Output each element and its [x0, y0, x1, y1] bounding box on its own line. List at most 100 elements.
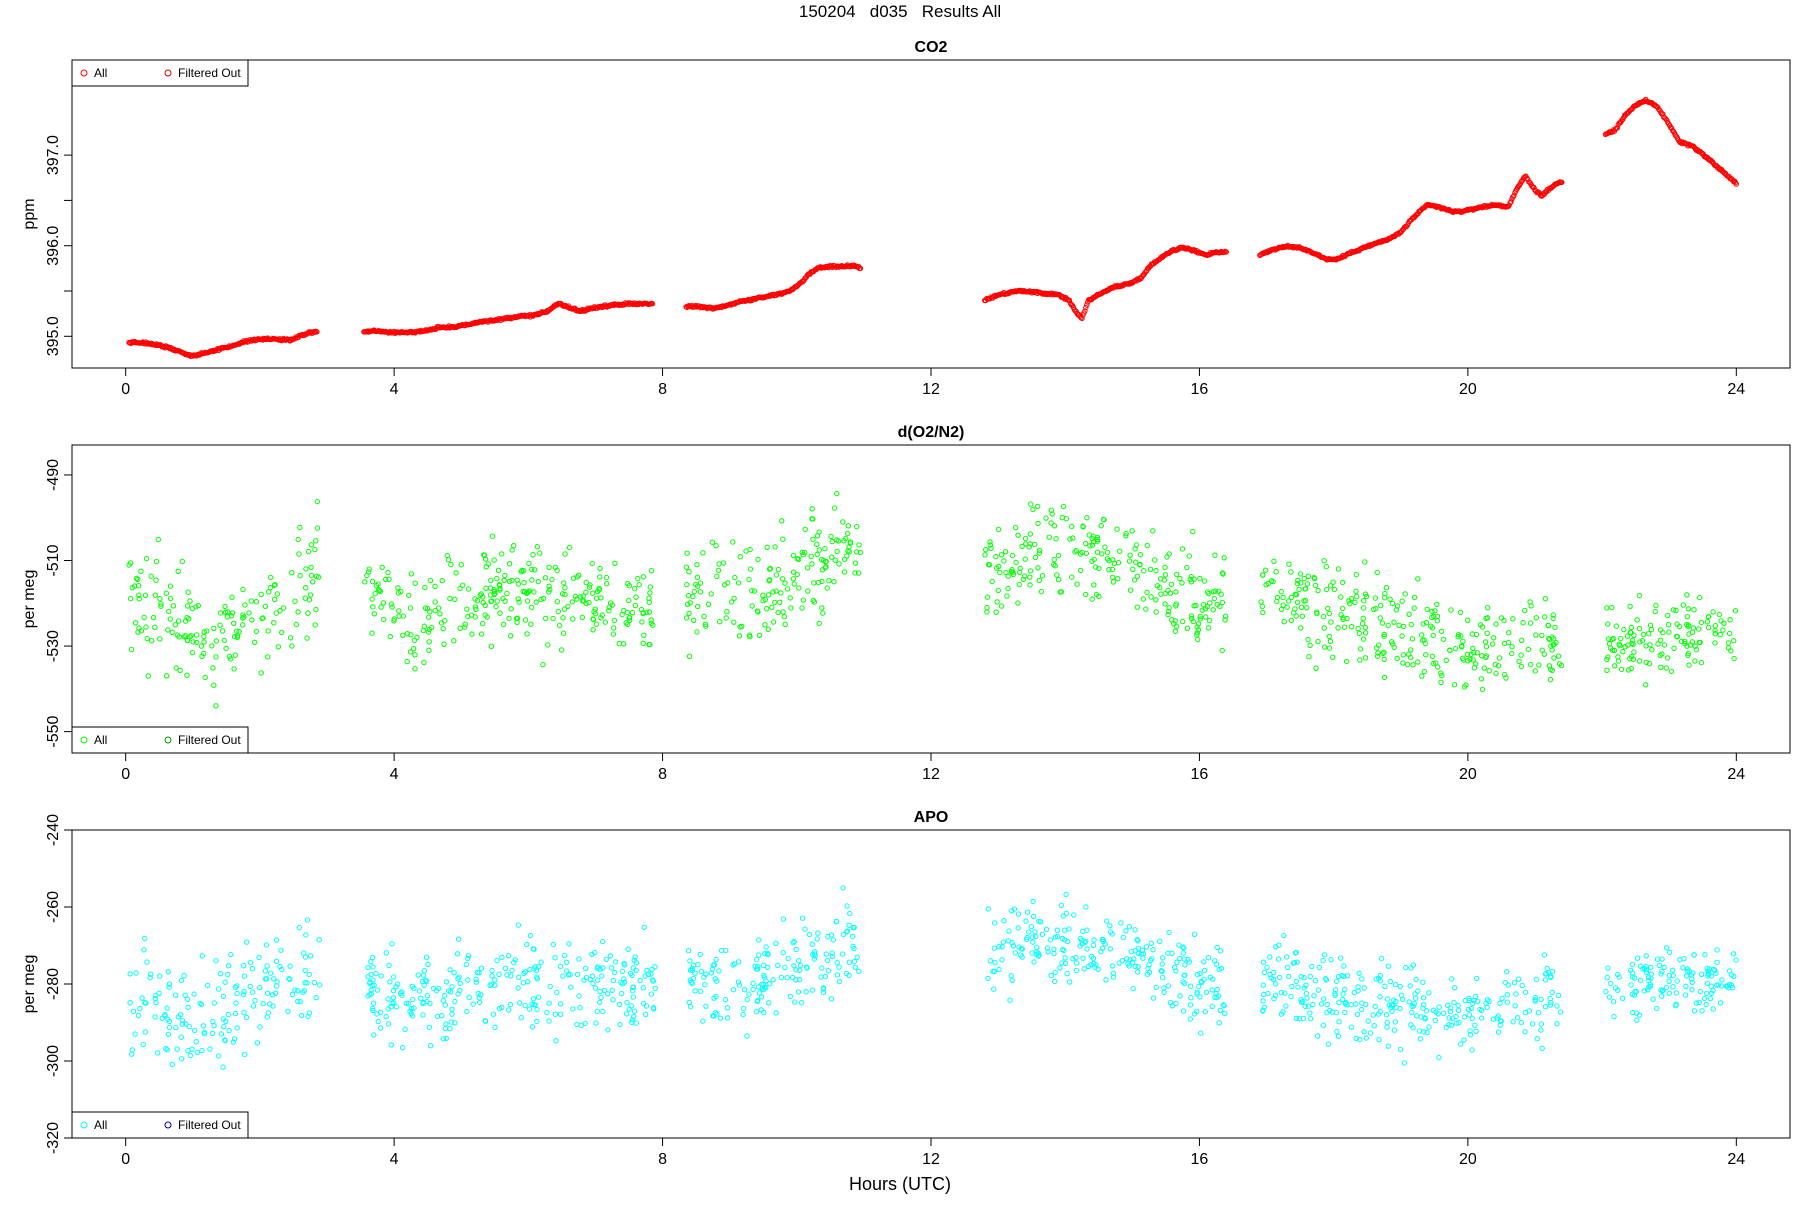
data-point — [389, 1000, 395, 1006]
data-point — [1191, 576, 1197, 582]
data-point — [857, 549, 864, 556]
data-point — [1038, 588, 1045, 595]
data-point — [1313, 609, 1320, 615]
data-point — [145, 673, 152, 679]
data-point — [1658, 987, 1664, 993]
data-point — [1408, 647, 1414, 653]
data-point — [1398, 992, 1405, 998]
data-point — [1455, 1002, 1461, 1009]
data-point — [1627, 629, 1634, 636]
data-point — [509, 967, 515, 974]
data-point — [534, 1006, 540, 1013]
data-point — [1674, 621, 1680, 627]
data-point — [386, 962, 392, 969]
data-point — [1221, 555, 1227, 561]
data-point — [489, 533, 496, 539]
data-point — [747, 566, 754, 572]
data-point — [557, 963, 564, 969]
data-point — [1123, 928, 1129, 934]
data-point — [1466, 997, 1472, 1004]
data-point — [650, 1006, 657, 1012]
data-point — [1387, 596, 1393, 602]
data-point — [370, 1000, 377, 1006]
y-tick-label: -280 — [45, 968, 62, 1000]
data-point — [313, 606, 319, 613]
y-tick-label: -240 — [45, 814, 62, 846]
data-point — [562, 591, 568, 598]
data-point — [609, 987, 615, 993]
data-point — [501, 577, 507, 583]
data-point — [759, 295, 765, 301]
data-point — [1628, 967, 1634, 973]
data-point — [155, 1050, 161, 1056]
data-point — [426, 647, 432, 653]
data-point — [172, 992, 179, 998]
data-point — [1282, 990, 1288, 996]
data-point — [526, 560, 532, 567]
data-point — [135, 576, 141, 582]
data-point — [1295, 577, 1301, 583]
data-point — [442, 1025, 449, 1032]
data-point — [225, 971, 231, 978]
data-point — [1408, 965, 1414, 971]
data-point — [1035, 953, 1042, 959]
data-point — [516, 599, 522, 605]
data-point — [804, 565, 811, 571]
data-point — [1336, 999, 1342, 1005]
legend-label-all: All — [94, 733, 107, 747]
data-point — [1260, 1007, 1266, 1013]
data-point — [1276, 974, 1283, 981]
data-point — [1698, 971, 1705, 977]
data-point — [809, 941, 815, 947]
data-point — [1260, 609, 1266, 616]
data-point — [555, 608, 561, 615]
data-point — [582, 1020, 588, 1027]
data-point — [449, 984, 455, 990]
data-point — [165, 627, 171, 633]
data-point — [374, 987, 381, 993]
data-point — [234, 983, 240, 989]
data-point — [709, 539, 715, 545]
data-point — [285, 1008, 291, 1015]
data-point — [1004, 593, 1010, 599]
data-point — [183, 1021, 189, 1027]
data-point — [418, 995, 424, 1001]
data-point — [770, 619, 777, 625]
data-point — [732, 574, 738, 581]
data-point — [1177, 575, 1183, 582]
data-point — [420, 972, 427, 978]
data-point — [1270, 578, 1276, 585]
data-point — [1557, 1009, 1564, 1015]
data-point — [129, 1051, 135, 1057]
data-point — [1519, 982, 1525, 989]
data-point — [1475, 998, 1481, 1005]
data-point — [1166, 605, 1172, 611]
data-point — [1298, 625, 1304, 631]
data-point — [219, 628, 226, 634]
data-point — [611, 969, 618, 976]
data-point — [1606, 994, 1613, 1000]
data-point — [747, 634, 753, 640]
data-point — [296, 924, 302, 931]
data-point — [1221, 249, 1228, 255]
data-point — [1367, 1030, 1374, 1036]
data-point — [529, 604, 535, 611]
data-point — [765, 592, 772, 598]
data-point — [689, 965, 695, 972]
data-point — [441, 992, 448, 999]
data-point — [408, 1006, 415, 1012]
data-point — [224, 609, 231, 615]
data-point — [1024, 934, 1030, 941]
data-point — [303, 566, 309, 572]
data-point — [1123, 530, 1129, 537]
data-point — [1160, 974, 1166, 981]
data-point — [231, 1036, 238, 1042]
data-point — [779, 576, 786, 582]
data-point — [1173, 1000, 1179, 1007]
data-point — [309, 579, 316, 585]
data-point — [480, 599, 486, 606]
data-point — [1647, 642, 1653, 648]
data-point — [593, 595, 600, 601]
data-point — [193, 639, 200, 646]
